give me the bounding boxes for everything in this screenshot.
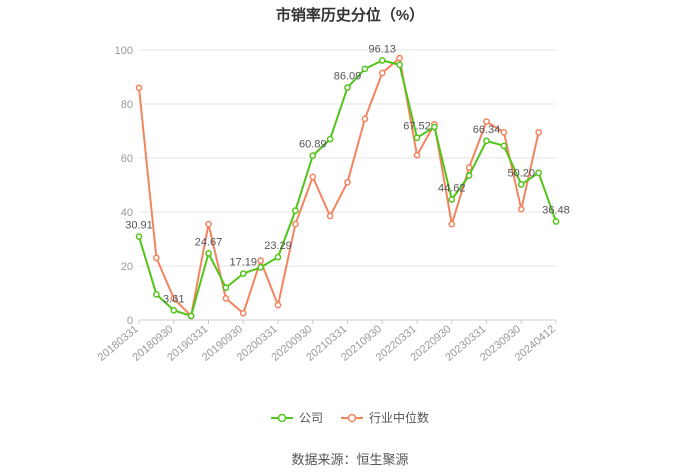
company-point: [170, 306, 178, 314]
y-tick-label: 80: [121, 99, 133, 111]
industry-point: [344, 178, 351, 186]
y-tick-label: 0: [127, 315, 133, 327]
data-label: 50.20: [507, 167, 535, 179]
industry-point: [257, 257, 264, 264]
legend-label-industry: 行业中位数: [369, 411, 430, 425]
industry-point: [465, 164, 473, 171]
industry-point: [222, 295, 230, 302]
company-point: [344, 84, 351, 91]
industry-point: [361, 115, 369, 123]
company-point: [465, 172, 473, 179]
legend-label-company: 公司: [298, 411, 323, 425]
company-point: [431, 123, 438, 131]
data-label: 96.13: [368, 43, 396, 55]
industry-line: [138, 57, 540, 317]
data-label: 17.19: [229, 257, 257, 269]
data-label: 36.48: [542, 205, 570, 217]
industry-point: [378, 69, 386, 77]
company-point: [153, 291, 160, 298]
data-label: 66.34: [473, 124, 501, 136]
company-point: [292, 207, 299, 214]
y-tick-label: 20: [121, 261, 133, 273]
company-point: [552, 218, 560, 225]
company-point: [448, 196, 456, 203]
label-layer: 30.91 3.61 24.67 17.19 23.29 60.89 86.09 96.13 6…: [125, 43, 570, 305]
company-line: [138, 59, 557, 317]
company-point: [500, 142, 508, 150]
industry-point: [274, 301, 282, 309]
y-tick-label: 60: [121, 153, 133, 165]
data-label: 67.52: [403, 121, 431, 133]
grid-layer: [139, 49, 556, 267]
company-point: [326, 135, 334, 143]
data-label: 24.67: [195, 236, 223, 248]
company-point: [413, 134, 421, 142]
legend-item-company[interactable]: 公司: [270, 409, 323, 426]
company-point: [135, 233, 143, 240]
company-point: [483, 137, 490, 145]
company-point: [535, 169, 542, 177]
data-label: 44.62: [438, 183, 466, 195]
company-point: [361, 65, 369, 73]
industry-point: [535, 129, 542, 136]
industry-point: [205, 220, 212, 228]
industry-point: [413, 151, 421, 159]
company-point: [517, 181, 525, 188]
industry-point: [326, 212, 334, 220]
industry-point: [135, 84, 143, 92]
legend-item-industry[interactable]: 行业中位数: [341, 409, 429, 426]
industry-point: [239, 309, 247, 317]
industry-point: [170, 295, 178, 302]
company-point: [309, 152, 317, 159]
industry-point: [292, 220, 299, 228]
industry-point: [153, 254, 160, 262]
company-point: [396, 61, 403, 69]
industry-point: [517, 205, 525, 213]
legend-line-icon: [341, 413, 363, 422]
company-point: [187, 312, 195, 320]
data-label: 23.29: [264, 240, 292, 252]
industry-point: [448, 220, 456, 228]
industry-point: [396, 54, 403, 62]
company-point: [274, 253, 282, 261]
legend-line-icon: [270, 413, 293, 422]
series-layer: [135, 54, 560, 320]
industry-point: [309, 173, 317, 181]
data-label: 60.89: [299, 139, 327, 151]
company-point: [378, 57, 386, 64]
data-label: 30.91: [125, 220, 153, 232]
company-point: [205, 250, 212, 257]
legend: 公司 行业中位数: [0, 409, 700, 426]
y-tick-label: 100: [115, 45, 133, 57]
axis-layer: 0204060801002018033120180930201903312019…: [96, 45, 558, 364]
industry-point: [483, 118, 490, 125]
source-text: 数据来源：恒生聚源: [291, 452, 409, 467]
company-point: [222, 284, 230, 291]
company-point: [239, 270, 247, 277]
chart-plot: 0204060801002018033120180930201903312019…: [96, 43, 570, 364]
company-point: [257, 264, 264, 271]
y-tick-label: 40: [121, 207, 133, 219]
chart-title: 市销率历史分位（%）: [275, 7, 425, 24]
data-label: 3.61: [163, 293, 184, 305]
data-label: 86.09: [334, 71, 362, 83]
industry-point: [500, 129, 508, 136]
